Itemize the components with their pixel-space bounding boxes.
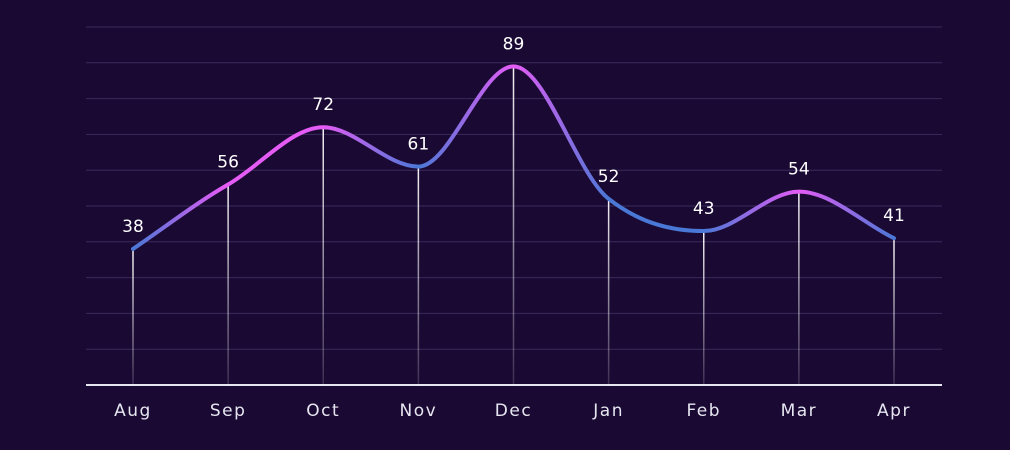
x-tick-label: Apr <box>877 401 911 421</box>
x-tick-label: Mar <box>781 401 818 421</box>
x-tick-label: Oct <box>306 401 340 421</box>
series-line <box>131 64 896 251</box>
drop-line <box>417 166 420 385</box>
drop-line <box>893 238 895 385</box>
drop-line <box>322 127 324 386</box>
drop-line <box>703 231 705 385</box>
x-tick-label: Aug <box>114 401 152 421</box>
data-label: 41 <box>883 206 905 226</box>
drop-line <box>512 66 515 385</box>
x-tick-label: Jan <box>592 401 624 421</box>
data-label: 38 <box>122 217 144 237</box>
x-tick-label: Nov <box>400 401 438 421</box>
drop-line <box>227 184 229 385</box>
data-label: 56 <box>217 153 239 173</box>
drop-lines <box>132 66 895 386</box>
x-axis-tick-labels: Aug Sep Oct Nov Dec Jan Feb Mar Apr <box>114 401 911 421</box>
data-label: 54 <box>788 160 810 180</box>
data-label: 72 <box>312 95 334 115</box>
data-label: 43 <box>693 199 715 219</box>
data-label: 89 <box>503 34 525 54</box>
data-label: 61 <box>408 135 430 155</box>
value-labels: 38 56 72 61 89 52 43 54 41 <box>122 34 905 237</box>
drop-line <box>132 248 134 385</box>
x-tick-label: Sep <box>210 401 247 421</box>
drop-line <box>607 198 610 385</box>
x-tick-label: Feb <box>686 401 721 421</box>
drop-line <box>798 191 800 385</box>
data-label: 52 <box>598 167 620 187</box>
x-tick-label: Dec <box>495 401 532 421</box>
